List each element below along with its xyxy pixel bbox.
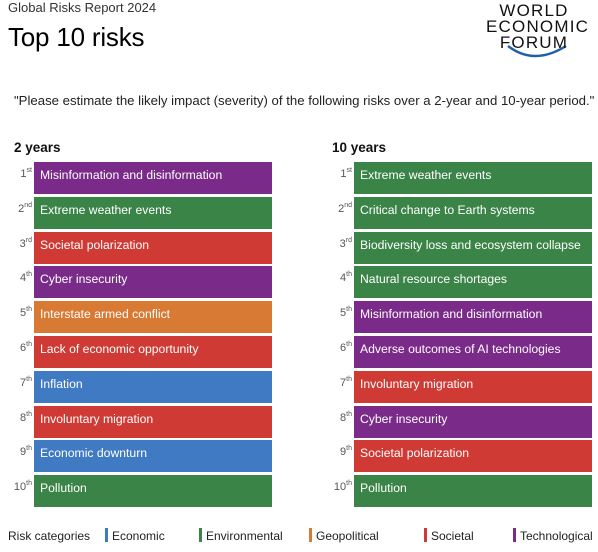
risk-bar: Societal polarization (34, 231, 272, 264)
risk-bar: Pollution (34, 475, 272, 508)
report-label: Global Risks Report 2024 (8, 0, 157, 15)
risk-bar: Pollution (354, 475, 592, 508)
legend-label: Geopolitical (316, 529, 379, 543)
risk-rank: 4th (20, 271, 32, 285)
risk-rank: 6th (20, 340, 32, 354)
risk-bar: Extreme weather events (354, 162, 592, 194)
risk-bar: Natural resource shortages (354, 266, 592, 299)
risk-bar: Inflation (34, 370, 272, 403)
legend-title: Risk categories (8, 529, 91, 543)
legend-swatch (199, 528, 202, 542)
risk-rank: 2nd (18, 201, 32, 215)
legend-swatch (105, 528, 108, 542)
risk-rank: 9th (20, 445, 32, 459)
risk-bar: Economic downturn (34, 440, 272, 473)
risk-bar: Misinformation and disinformation (34, 162, 272, 194)
legend-label: Technological (520, 529, 593, 543)
logo-line-3: FORUM (499, 33, 569, 52)
risk-rank: 10th (13, 480, 32, 494)
logo-arc-icon (507, 44, 567, 58)
legend-swatch (309, 528, 312, 542)
risk-rank: 6th (340, 340, 352, 354)
risk-rank: 3rd (339, 236, 352, 250)
risk-rank: 3rd (19, 236, 32, 250)
risk-bar: Interstate armed conflict (34, 301, 272, 334)
risk-rank: 1st (340, 167, 352, 180)
risk-rank: 9th (340, 445, 352, 459)
risk-bar: Societal polarization (354, 440, 592, 473)
risk-bar: Involuntary migration (354, 370, 592, 403)
logo-line-2: ECONOMIC (486, 17, 590, 36)
legend-label: Environmental (206, 529, 283, 543)
risk-rank: 7th (340, 375, 352, 389)
legend-label: Economic (112, 529, 165, 543)
survey-question: "Please estimate the likely impact (seve… (14, 93, 595, 108)
risk-rank: 8th (20, 410, 32, 424)
risk-bar: Cyber insecurity (354, 405, 592, 438)
risk-bar: Biodiversity loss and ecosystem collapse (354, 231, 592, 264)
risk-bar: Adverse outcomes of AI technologies (354, 335, 592, 368)
risk-rank: 7th (20, 375, 32, 389)
risk-bar: Involuntary migration (34, 405, 272, 438)
risk-bar: Lack of economic opportunity (34, 335, 272, 368)
column-heading-10-years: 10 years (332, 140, 387, 155)
logo-line-1: WORLD (499, 1, 569, 20)
wef-logo: WORLD ECONOMIC FORUM (486, 0, 598, 62)
risk-rank: 8th (340, 410, 352, 424)
risk-bar: Misinformation and disinformation (354, 301, 592, 334)
legend-swatch (513, 528, 516, 542)
page-title: Top 10 risks (8, 22, 145, 52)
risk-rank: 10th (333, 480, 352, 494)
risk-bar: Critical change to Earth systems (354, 196, 592, 229)
risk-rank: 5th (20, 306, 32, 320)
legend-label: Societal (431, 529, 474, 543)
column-heading-2-years: 2 years (14, 140, 61, 155)
risk-bar: Extreme weather events (34, 196, 272, 229)
risk-rank: 2nd (338, 201, 352, 215)
risk-rank: 1st (20, 167, 32, 180)
legend-swatch (424, 528, 427, 542)
risk-bar: Cyber insecurity (34, 266, 272, 299)
risk-rank: 4th (340, 271, 352, 285)
risk-rank: 5th (340, 306, 352, 320)
